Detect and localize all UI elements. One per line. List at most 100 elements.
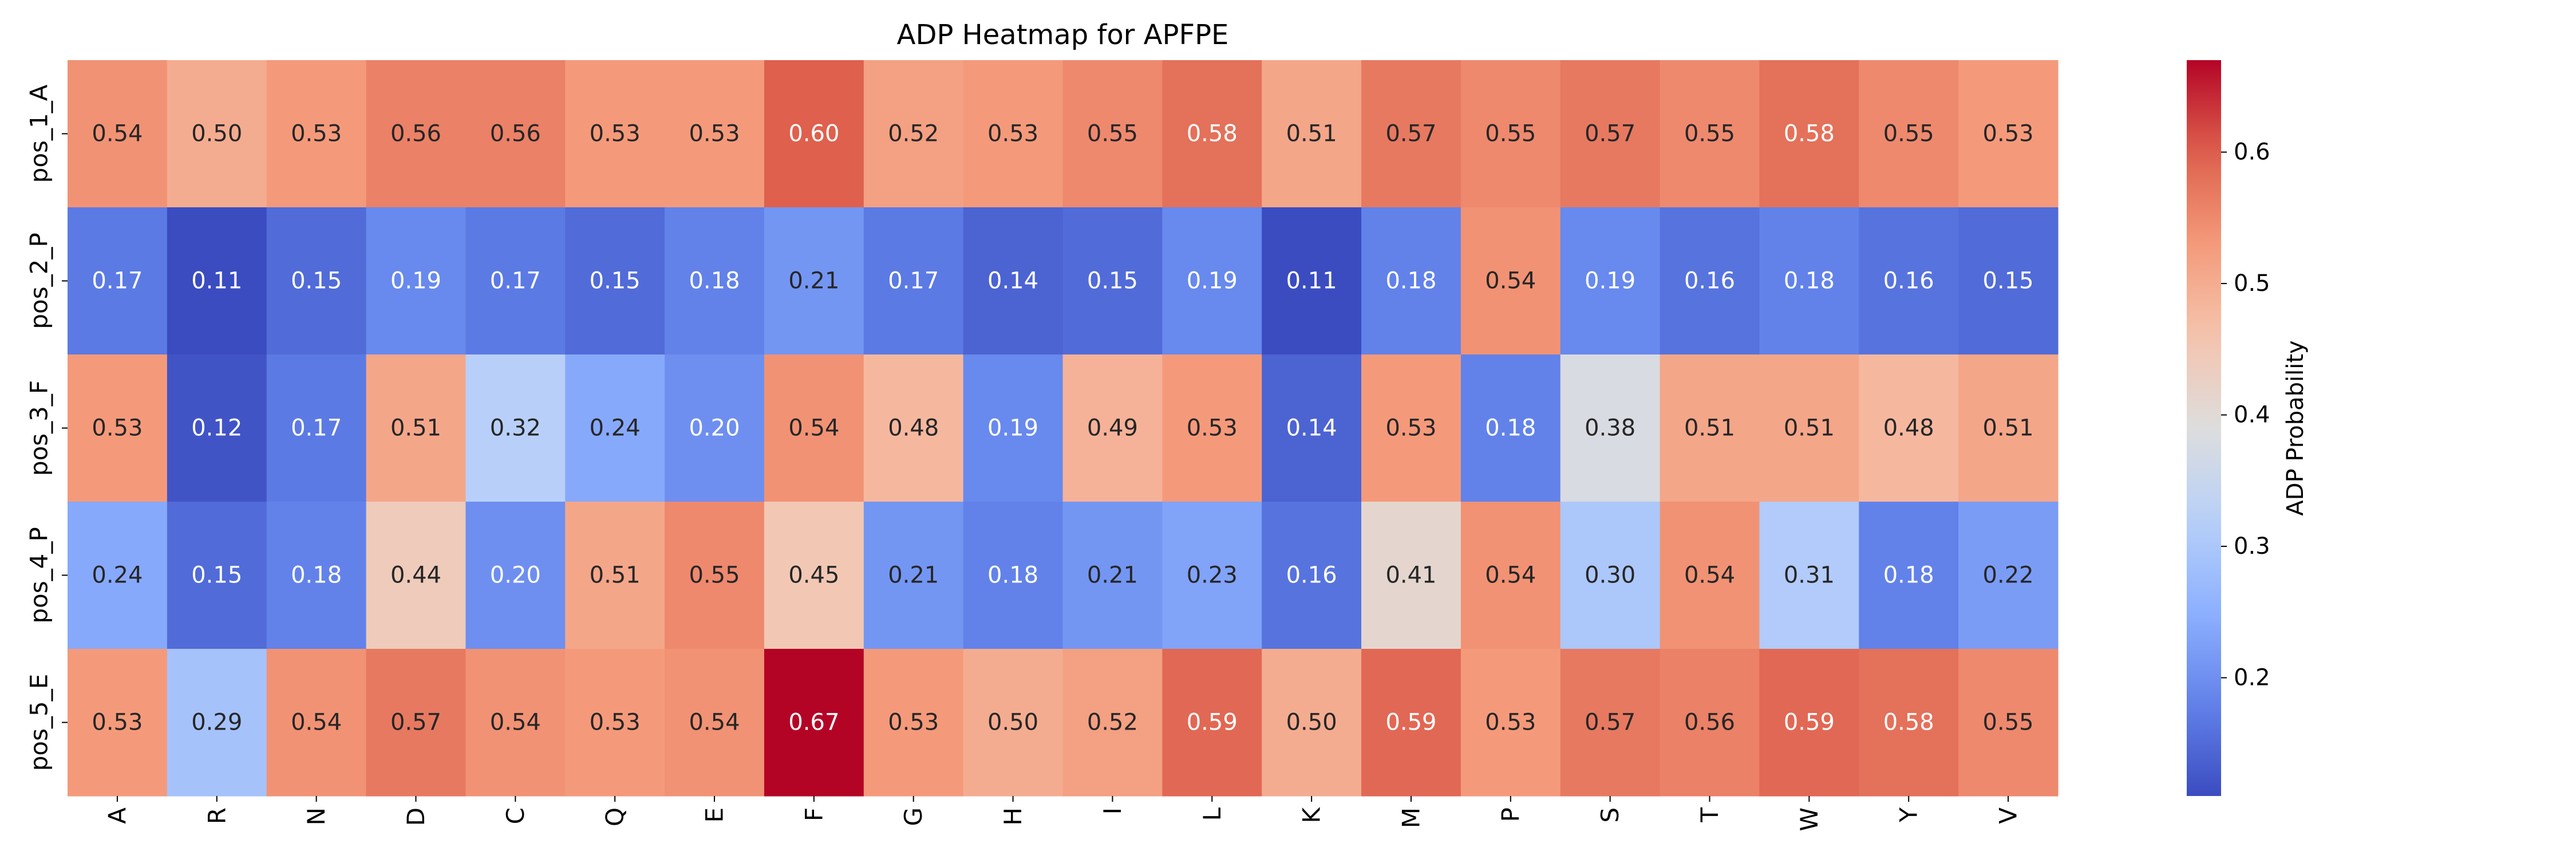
heatmap-cell <box>1062 502 1163 649</box>
heatmap-cell <box>465 649 566 797</box>
cell-value-label: 0.11 <box>1286 268 1337 294</box>
cell-value-label: 0.18 <box>987 562 1038 589</box>
heatmap-cell <box>764 207 864 355</box>
cell-value-label: 0.53 <box>1187 415 1238 442</box>
heatmap-cell <box>68 502 168 649</box>
cell-value-label: 0.48 <box>888 415 939 442</box>
cell-value-label: 0.50 <box>1286 710 1337 736</box>
cell-value-label: 0.16 <box>1286 562 1337 589</box>
heatmap-cell <box>1859 207 1959 355</box>
x-tick-label: I <box>1099 807 1127 814</box>
heatmap-cell <box>764 354 864 502</box>
heatmap-cell <box>764 502 864 649</box>
cell-value-label: 0.15 <box>1087 268 1138 294</box>
heatmap-cell <box>863 649 964 797</box>
cell-value-label: 0.20 <box>490 562 541 589</box>
heatmap-cell <box>764 60 864 208</box>
cell-value-label: 0.16 <box>1883 268 1934 294</box>
cell-value-label: 0.54 <box>1684 562 1735 589</box>
heatmap-cell <box>1859 354 1959 502</box>
cell-value-label: 0.57 <box>390 710 441 736</box>
cell-value-label: 0.31 <box>1784 562 1835 589</box>
cell-value-label: 0.21 <box>888 562 939 589</box>
colorbar-tick-label: 0.2 <box>2234 664 2270 691</box>
heatmap-cell <box>1660 502 1760 649</box>
heatmap-cell <box>1162 354 1262 502</box>
heatmap-cell <box>1560 354 1661 502</box>
cell-value-label: 0.59 <box>1784 710 1835 736</box>
heatmap-cell <box>1361 502 1461 649</box>
heatmap-cell <box>465 354 566 502</box>
x-tick-label: N <box>302 807 330 825</box>
colorbar-gradient <box>2187 60 2221 796</box>
cell-value-label: 0.18 <box>1784 268 1835 294</box>
heatmap-cell <box>1460 354 1561 502</box>
cell-value-label: 0.58 <box>1187 121 1238 147</box>
heatmap-cell <box>565 60 665 208</box>
cell-value-label: 0.60 <box>788 121 839 147</box>
cell-value-label: 0.18 <box>689 268 740 294</box>
heatmap-cell <box>863 502 964 649</box>
heatmap-cell <box>68 354 168 502</box>
cell-value-label: 0.17 <box>888 268 939 294</box>
cell-value-label: 0.59 <box>1187 710 1238 736</box>
colorbar-tick-label: 0.6 <box>2234 139 2270 166</box>
cell-value-label: 0.51 <box>590 562 641 589</box>
heatmap-cell <box>1660 354 1760 502</box>
cell-value-label: 0.53 <box>590 121 641 147</box>
cell-value-label: 0.56 <box>490 121 541 147</box>
cell-value-label: 0.55 <box>689 562 740 589</box>
cell-value-label: 0.54 <box>1485 268 1536 294</box>
heatmap-cell <box>1062 207 1163 355</box>
cell-value-label: 0.58 <box>1784 121 1835 147</box>
x-tick-label: H <box>999 807 1027 826</box>
colorbar-tick-label: 0.5 <box>2234 270 2270 297</box>
colorbar-ticks: 0.2 0.3 0.4 0.5 0.6 <box>2221 139 2270 691</box>
heatmap-cell <box>68 207 168 355</box>
heatmap-cell <box>266 354 367 502</box>
heatmap-cell <box>1859 502 1959 649</box>
cell-value-label: 0.24 <box>92 562 143 589</box>
cell-value-label: 0.18 <box>291 562 342 589</box>
y-axis-ticks: pos_1_A pos_2_P pos_3_F pos_4_P pos_5_E <box>25 84 68 771</box>
heatmap-cell <box>665 649 765 797</box>
x-tick-label: A <box>103 807 131 824</box>
heatmap-cell <box>1062 649 1163 797</box>
cell-value-label: 0.53 <box>590 710 641 736</box>
heatmap-cell <box>1859 649 1959 797</box>
cell-value-label: 0.53 <box>92 710 143 736</box>
cell-value-label: 0.54 <box>291 710 342 736</box>
chart-title: ADP Heatmap for APFPE <box>897 19 1229 51</box>
heatmap-cell <box>1361 649 1461 797</box>
cell-value-label: 0.15 <box>1983 268 2034 294</box>
heatmap-cell <box>1162 502 1262 649</box>
cell-value-label: 0.17 <box>291 415 342 442</box>
x-tick-label: S <box>1596 807 1624 823</box>
heatmap-cell <box>366 649 466 797</box>
cell-value-label: 0.54 <box>788 415 839 442</box>
heatmap-cell <box>1560 649 1661 797</box>
heatmap-cell <box>1958 354 2059 502</box>
cell-value-label: 0.58 <box>1883 710 1934 736</box>
heatmap-cell <box>565 354 665 502</box>
colorbar-label: ADP Probability <box>2282 340 2309 515</box>
heatmap-cell <box>167 354 267 502</box>
heatmap-cell <box>366 502 466 649</box>
heatmap-cell <box>1759 60 1859 208</box>
heatmap-cell <box>963 649 1064 797</box>
x-tick-label: D <box>402 807 430 826</box>
cell-value-label: 0.51 <box>1784 415 1835 442</box>
heatmap-cell <box>1958 207 2059 355</box>
cell-value-label: 0.15 <box>590 268 641 294</box>
cell-value-label: 0.56 <box>1684 710 1735 736</box>
heatmap-cell <box>167 502 267 649</box>
cell-value-label: 0.48 <box>1883 415 1934 442</box>
cell-value-label: 0.41 <box>1385 562 1436 589</box>
cell-value-label: 0.59 <box>1385 710 1436 736</box>
heatmap-cell <box>665 207 765 355</box>
x-tick-label: P <box>1496 807 1524 822</box>
heatmap-cell <box>1660 60 1760 208</box>
cell-value-label: 0.50 <box>987 710 1038 736</box>
heatmap-cell <box>1062 354 1163 502</box>
heatmap-cell <box>1759 207 1859 355</box>
